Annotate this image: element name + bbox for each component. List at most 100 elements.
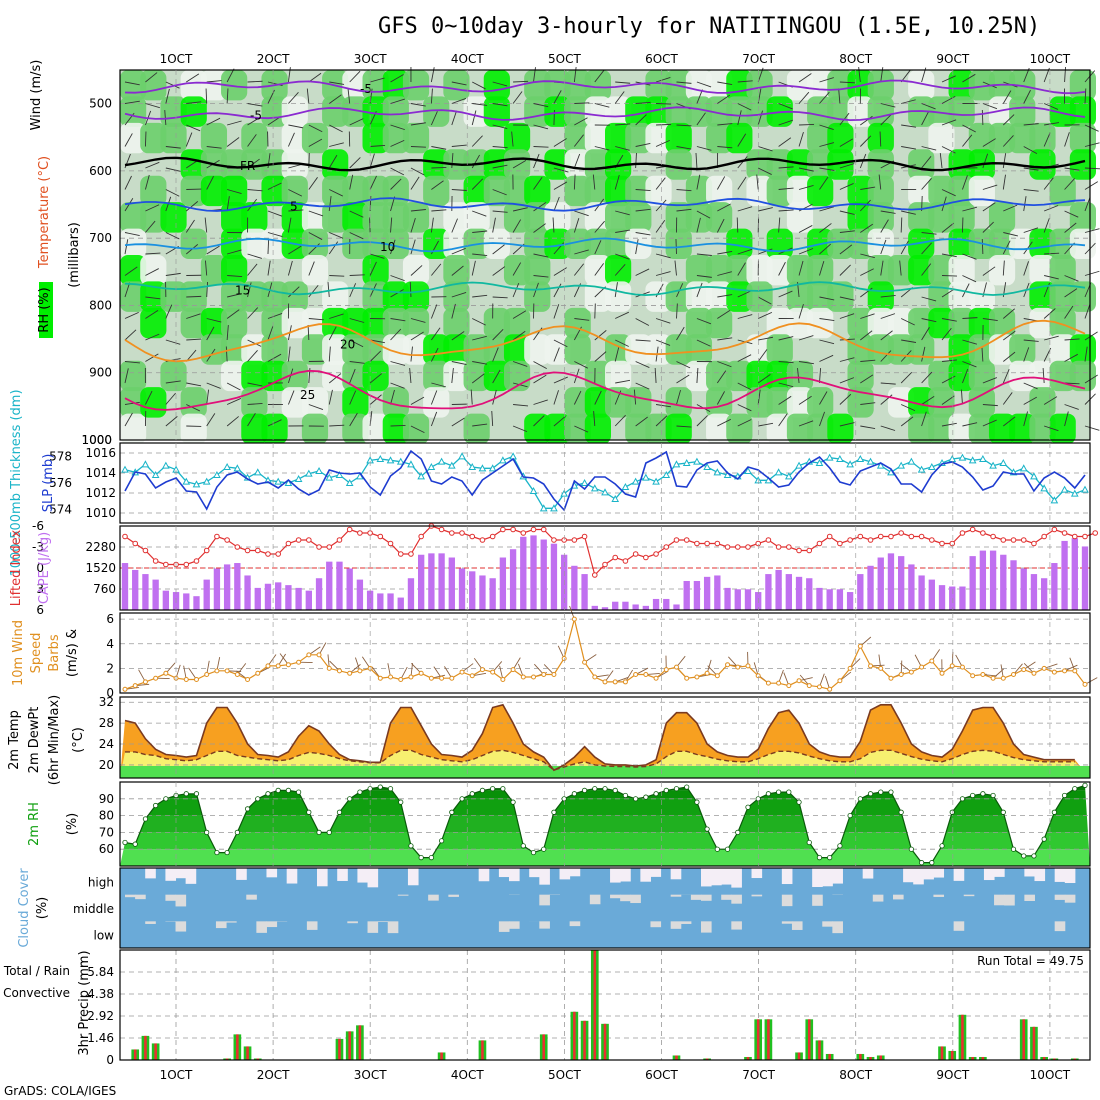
wind-barb <box>308 72 322 83</box>
cloud-gap <box>498 868 510 878</box>
wind-barb <box>349 174 354 190</box>
wind-10m-point <box>949 663 955 669</box>
cape-bar <box>234 563 241 610</box>
wind-barb <box>471 373 485 384</box>
rh-cell <box>605 255 632 286</box>
wind-barb <box>635 101 651 104</box>
lifted-index-point <box>1000 537 1007 543</box>
lifted-index-point <box>1061 530 1068 536</box>
cloud-gap <box>610 868 621 883</box>
wind-barb <box>204 217 208 233</box>
rh-cell <box>362 360 389 392</box>
wind-10m-point <box>755 673 761 679</box>
wind-barb <box>615 339 629 347</box>
rh2m-point <box>1082 782 1088 788</box>
wind-barb <box>757 296 772 305</box>
cloud-gap <box>266 921 278 928</box>
lifted-index-point <box>203 547 210 554</box>
wind-barb <box>206 281 208 298</box>
wind-barb <box>553 339 568 348</box>
wind-barb <box>798 167 814 172</box>
cloud-gap <box>145 921 156 924</box>
x-tick-bottom-4: 4OCT <box>451 1068 484 1082</box>
wind-barb <box>778 382 794 388</box>
cloud-gap <box>1004 894 1015 906</box>
thickness-point <box>815 458 824 466</box>
wind-barb <box>635 382 650 390</box>
wind-barb <box>676 303 678 319</box>
rh-cell <box>584 360 611 392</box>
rh-cell <box>605 122 632 154</box>
cape-bar <box>1000 554 1007 610</box>
wind-barb <box>757 167 772 175</box>
wind-barb <box>981 346 984 362</box>
rh-cell <box>443 334 470 365</box>
wind-barb <box>145 296 161 300</box>
precip-convective-bar <box>675 1055 678 1060</box>
wind-barb <box>390 318 406 322</box>
thickness-point <box>325 473 334 481</box>
thickness-point <box>846 460 854 468</box>
rh-cell <box>200 122 228 154</box>
wind-barb <box>717 81 733 86</box>
wind-10m-point <box>1082 681 1088 687</box>
cloud-gap <box>145 868 156 879</box>
rh-cell <box>685 255 713 286</box>
wind-barb <box>492 210 508 213</box>
wind-barb <box>492 328 504 341</box>
wind-10m-point <box>132 683 138 689</box>
cape-bar <box>816 587 823 610</box>
wind-barb <box>206 245 220 255</box>
thickness-point <box>927 462 936 470</box>
rh-cell <box>665 334 692 365</box>
rh2m-point <box>908 846 914 852</box>
rh2m-point <box>980 791 986 797</box>
cape-bar <box>326 561 333 610</box>
wind-barb <box>410 103 426 107</box>
wind-barb <box>962 361 977 368</box>
rh2m-point <box>479 787 486 794</box>
isotherm-label: 15 <box>235 284 250 298</box>
rh-cell <box>443 360 470 392</box>
cape-bar <box>795 576 803 610</box>
wind-barb <box>921 156 932 169</box>
cloud-gap <box>407 868 419 886</box>
rh-cell <box>241 149 268 180</box>
wind-barb <box>288 189 303 197</box>
cloud-gap <box>781 868 793 885</box>
wind-barb <box>553 347 560 362</box>
wind-barb <box>737 103 752 111</box>
cape-bar <box>1061 540 1068 610</box>
wind-barb <box>1064 404 1079 410</box>
wind-barb <box>390 361 406 366</box>
wind-tick-6: 6 <box>106 612 114 626</box>
wind-barb <box>267 419 282 427</box>
wind-10m-point <box>745 663 751 669</box>
rh-cell <box>120 360 147 392</box>
wind-barb <box>1084 167 1100 170</box>
rh-cell <box>908 70 935 101</box>
cloud-gap <box>306 921 318 930</box>
thickness-point <box>213 470 221 478</box>
thickness-point <box>590 484 599 492</box>
wind-barb <box>124 232 140 237</box>
rh-cell <box>402 334 430 365</box>
wind-barb <box>717 146 733 149</box>
wind-barb <box>737 110 742 126</box>
wind-barb <box>676 81 692 84</box>
wind-barb <box>899 260 902 276</box>
rh-cell <box>180 70 207 101</box>
wind-barb <box>390 74 404 83</box>
wind-barb <box>573 390 582 405</box>
rh-cell <box>463 175 490 207</box>
wind-10m-point <box>1021 667 1027 673</box>
cloud-gap <box>994 894 1005 906</box>
lifted-index-point <box>408 551 414 557</box>
temp-ylabel-3: (6hr Min/Max) <box>47 695 62 785</box>
cloud-gap <box>711 868 722 886</box>
wind-barb <box>819 176 829 190</box>
lifted-index-point <box>479 537 486 543</box>
precip-convective-bar <box>440 1052 443 1060</box>
x-tick-bottom-9: 9OCT <box>936 1068 969 1082</box>
